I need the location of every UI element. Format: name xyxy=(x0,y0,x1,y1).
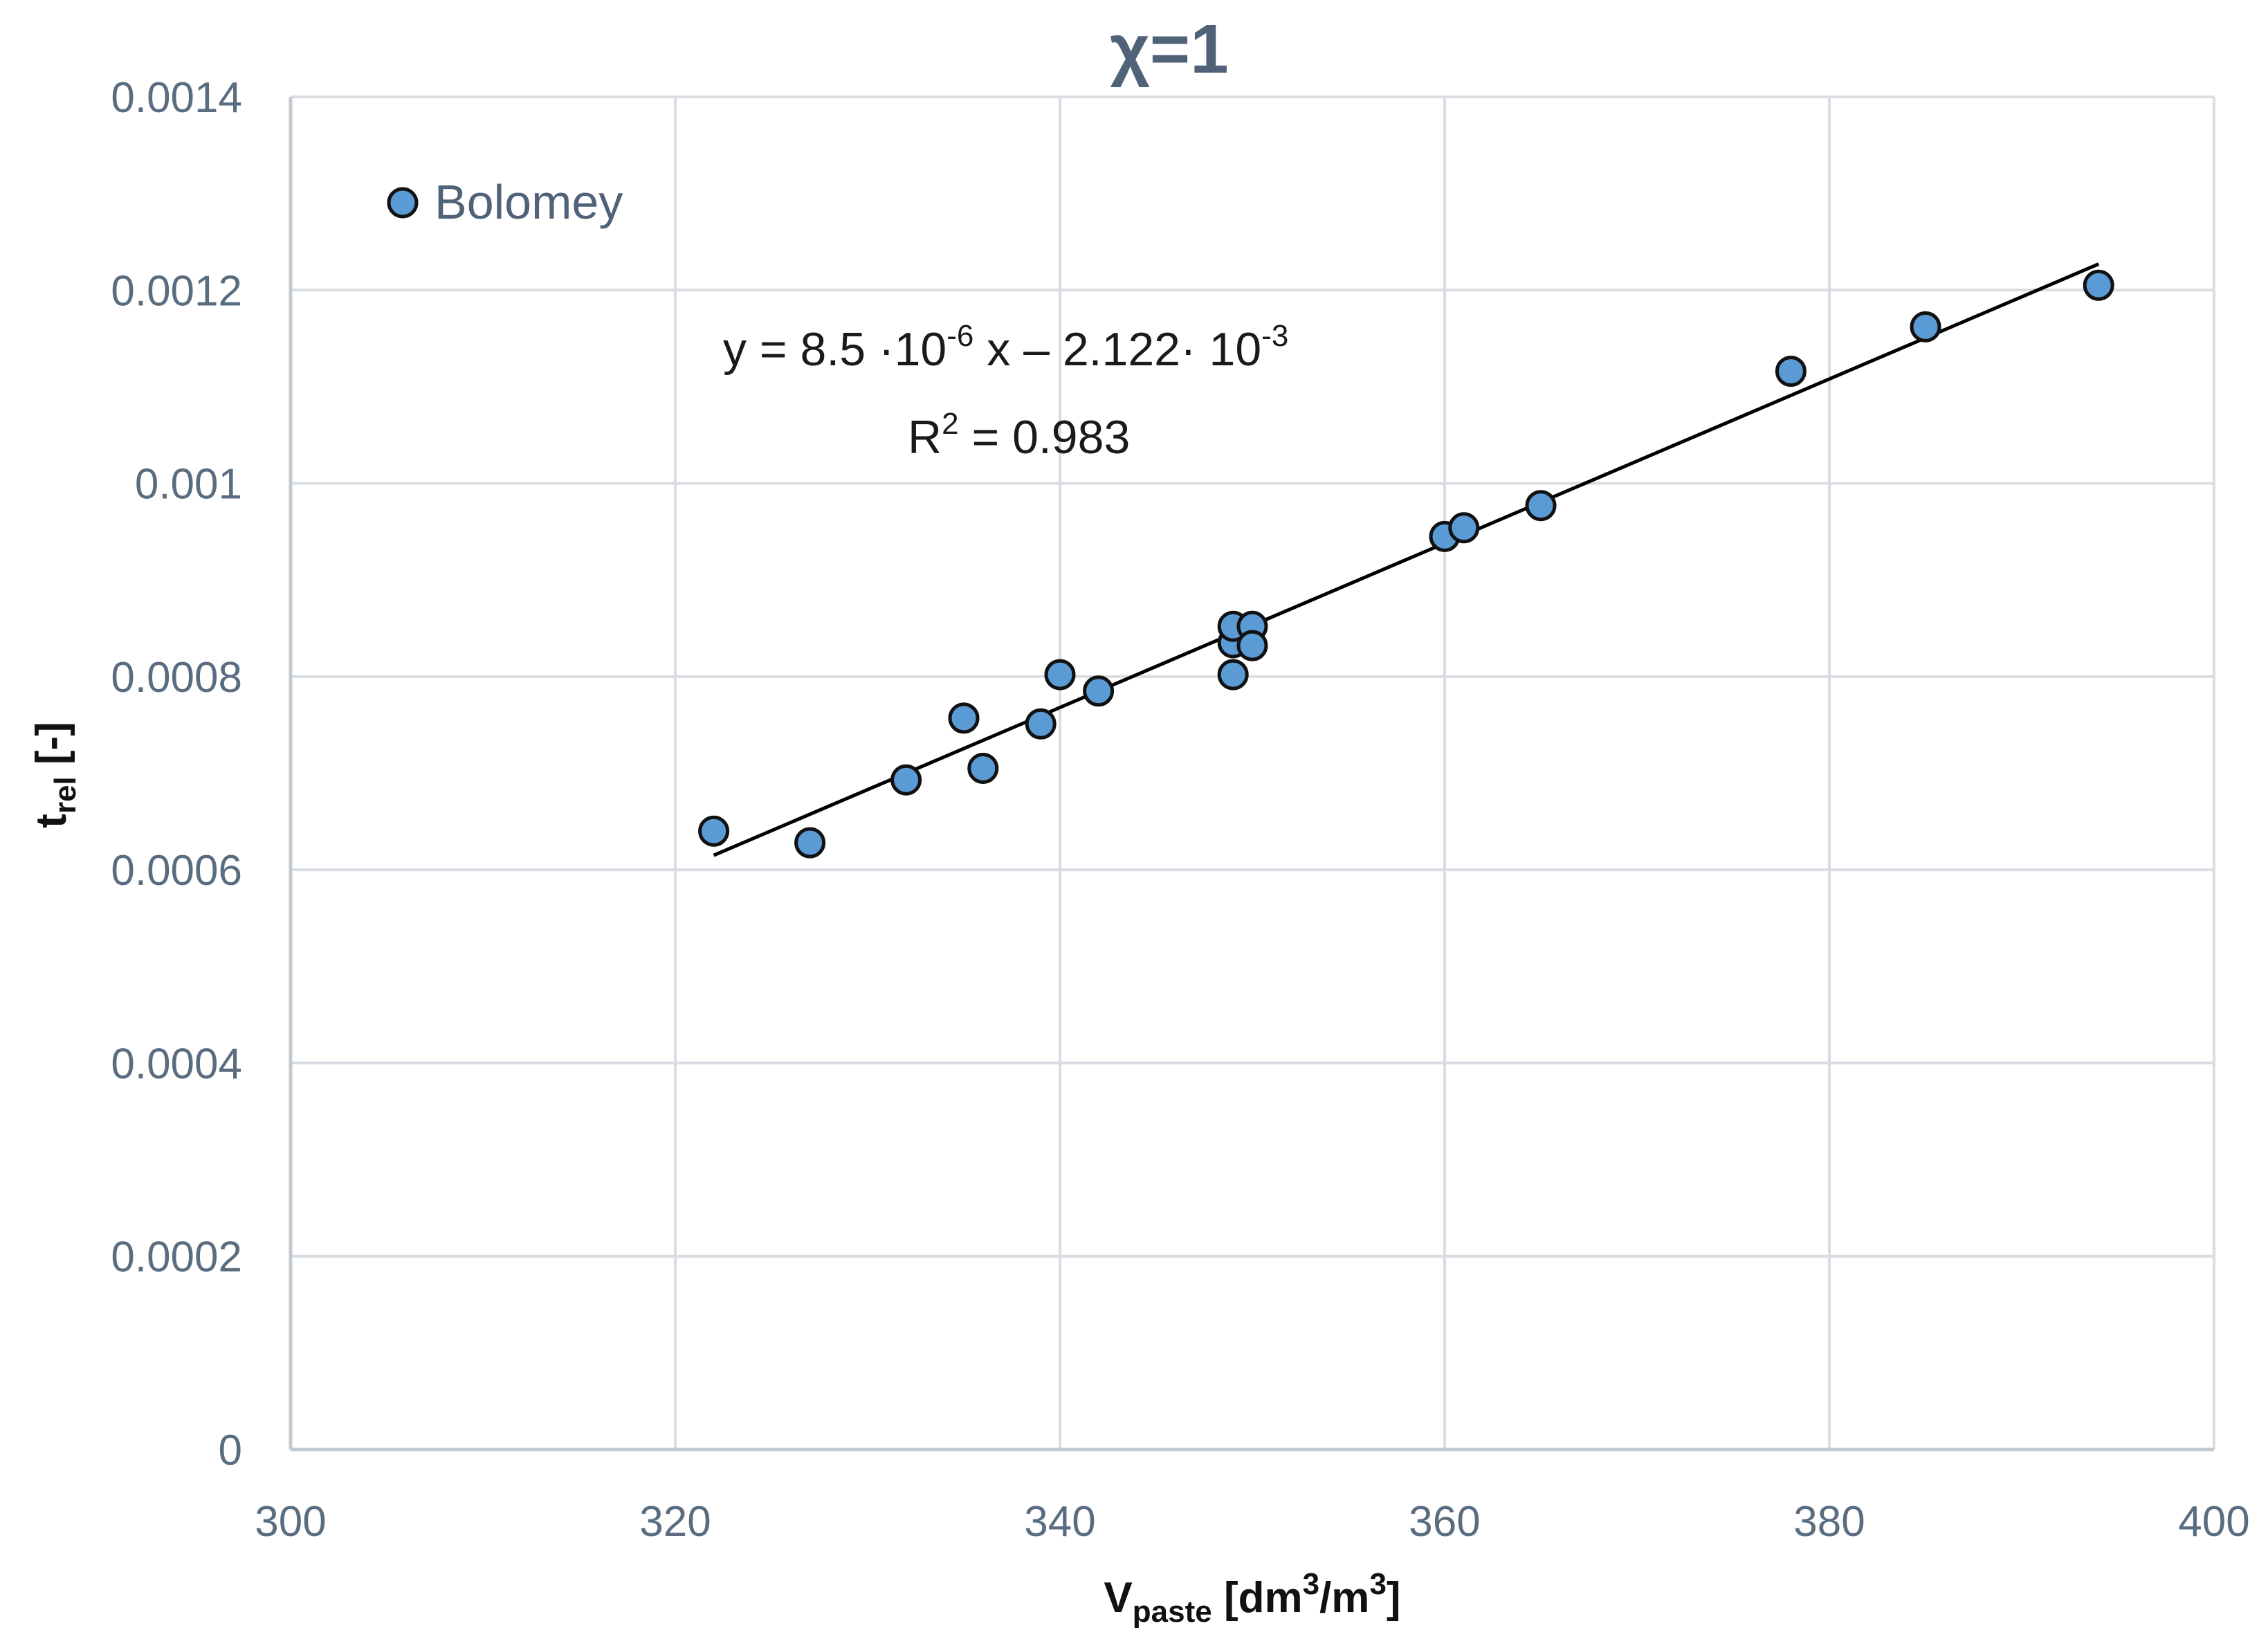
trendline-group xyxy=(713,262,2100,857)
equation-exp-a: -6 xyxy=(946,319,973,353)
axes xyxy=(289,97,2214,1452)
data-point xyxy=(1083,675,1115,707)
y-tick-label: 0.0006 xyxy=(111,847,242,895)
x-tick-label: 320 xyxy=(639,1498,711,1546)
y-tick-label: 0.0008 xyxy=(111,654,242,702)
equation-exp-b: -3 xyxy=(1261,319,1288,353)
trendline-equation: y = 8.5 ·10-6 x – 2.122· 10-3 xyxy=(723,319,1288,376)
gridlines xyxy=(291,95,2215,1450)
data-point xyxy=(698,815,730,847)
x-axis-title-sup2: 3 xyxy=(1369,1567,1386,1601)
data-point xyxy=(2083,269,2114,301)
data-point xyxy=(967,753,999,785)
r2-part-b: = 0.983 xyxy=(959,411,1131,464)
trendline xyxy=(713,262,2100,857)
x-axis-title-sub: paste xyxy=(1133,1595,1212,1629)
data-point xyxy=(1448,512,1480,544)
legend: Bolomey xyxy=(387,175,623,229)
y-tick-label: 0.0002 xyxy=(111,1234,242,1281)
y-tick-label: 0.0012 xyxy=(111,267,242,315)
equation-part-b: x – 2.122· 10 xyxy=(973,323,1261,376)
r2-part-a: R xyxy=(908,411,942,464)
x-axis-title-sup1: 3 xyxy=(1303,1567,1319,1601)
data-point xyxy=(1910,311,1941,342)
x-axis-title: Vpaste [dm3/m3] xyxy=(1104,1567,1400,1629)
y-axis-title: trel [-] xyxy=(28,722,82,828)
equation-part-a: y = 8.5 ·10 xyxy=(723,323,946,376)
data-point xyxy=(890,764,922,796)
data-point xyxy=(794,827,826,859)
chart-title: χ=1 xyxy=(1110,10,1229,88)
y-tick-labels: 0 0.0002 0.0004 0.0006 0.0008 0.001 0.0012 0.00… xyxy=(111,74,242,1474)
r2-exp: 2 xyxy=(942,407,958,441)
data-point xyxy=(948,702,980,734)
x-axis-title-rest: [dm xyxy=(1212,1574,1303,1622)
y-tick-label: 0.0014 xyxy=(111,74,242,122)
data-point xyxy=(1044,659,1076,691)
x-tick-label: 300 xyxy=(255,1498,326,1546)
x-tick-labels: 300 320 340 360 380 400 xyxy=(255,1498,2249,1546)
x-axis-title-mid: /m xyxy=(1319,1574,1369,1622)
y-axis-title-main: t xyxy=(28,814,75,828)
x-tick-label: 360 xyxy=(1409,1498,1480,1546)
legend-marker-icon xyxy=(387,187,419,219)
x-axis-title-end: ] xyxy=(1387,1574,1401,1622)
data-point xyxy=(1217,659,1249,691)
r-squared: R2 = 0.983 xyxy=(908,407,1130,464)
x-tick-label: 400 xyxy=(2178,1498,2249,1546)
y-tick-label: 0 xyxy=(219,1427,242,1474)
x-axis-title-main: V xyxy=(1104,1574,1132,1622)
y-tick-label: 0.0004 xyxy=(111,1040,242,1088)
legend-label: Bolomey xyxy=(435,175,623,229)
data-point xyxy=(1236,630,1268,661)
y-axis-title-rest: [-] xyxy=(28,722,75,776)
data-point xyxy=(1525,490,1557,522)
y-axis-title-sub: rel xyxy=(48,776,82,814)
data-points xyxy=(698,269,2114,859)
x-tick-label: 380 xyxy=(1793,1498,1865,1546)
x-tick-label: 340 xyxy=(1024,1498,1095,1546)
y-tick-label: 0.001 xyxy=(135,461,242,509)
data-point xyxy=(1775,356,1807,387)
data-point xyxy=(1025,708,1057,740)
